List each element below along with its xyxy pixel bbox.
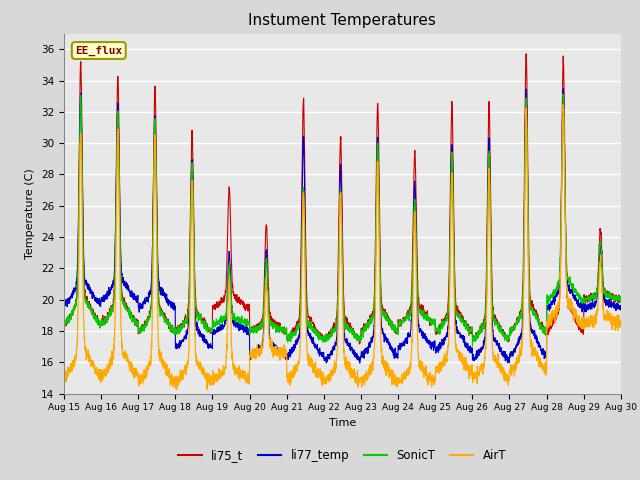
Line: li77_temp: li77_temp	[64, 89, 621, 363]
SonicT	[60, 278, 68, 284]
li75_t	[606, 291, 614, 297]
AirT	[298, 262, 306, 268]
li77_temp	[157, 286, 164, 292]
SonicT	[546, 294, 554, 300]
li75_t	[522, 51, 530, 57]
li77_temp	[617, 307, 625, 312]
SonicT	[274, 324, 282, 329]
li75_t	[60, 281, 68, 287]
AirT	[546, 318, 554, 324]
SonicT	[606, 293, 614, 299]
AirT	[60, 320, 68, 326]
li75_t	[356, 341, 364, 347]
AirT	[157, 353, 164, 359]
li77_temp	[124, 287, 131, 292]
SonicT	[124, 307, 131, 313]
AirT	[559, 102, 567, 108]
li77_temp	[274, 347, 282, 352]
li75_t	[617, 297, 625, 303]
Legend: li75_t, li77_temp, SonicT, AirT: li75_t, li77_temp, SonicT, AirT	[173, 444, 511, 467]
li77_temp	[356, 360, 364, 366]
AirT	[617, 323, 625, 329]
li77_temp	[546, 302, 554, 308]
li77_temp	[559, 86, 567, 92]
SonicT	[617, 295, 625, 301]
AirT	[124, 352, 131, 358]
AirT	[173, 387, 180, 393]
SonicT	[298, 256, 305, 262]
Line: SonicT: SonicT	[64, 94, 621, 346]
Title: Instument Temperatures: Instument Temperatures	[248, 13, 436, 28]
li77_temp	[298, 231, 305, 237]
li77_temp	[606, 301, 614, 307]
li75_t	[298, 207, 305, 213]
AirT	[606, 314, 614, 320]
Line: li75_t: li75_t	[64, 54, 621, 344]
li77_temp	[60, 300, 68, 306]
Line: AirT: AirT	[64, 105, 621, 390]
X-axis label: Time: Time	[329, 418, 356, 428]
li75_t	[157, 309, 164, 315]
li75_t	[124, 304, 131, 310]
SonicT	[559, 91, 567, 97]
Text: EE_flux: EE_flux	[75, 46, 122, 56]
SonicT	[468, 343, 476, 349]
li75_t	[547, 323, 554, 328]
Y-axis label: Temperature (C): Temperature (C)	[26, 168, 35, 259]
li75_t	[274, 324, 282, 330]
AirT	[274, 351, 282, 357]
SonicT	[157, 310, 164, 315]
